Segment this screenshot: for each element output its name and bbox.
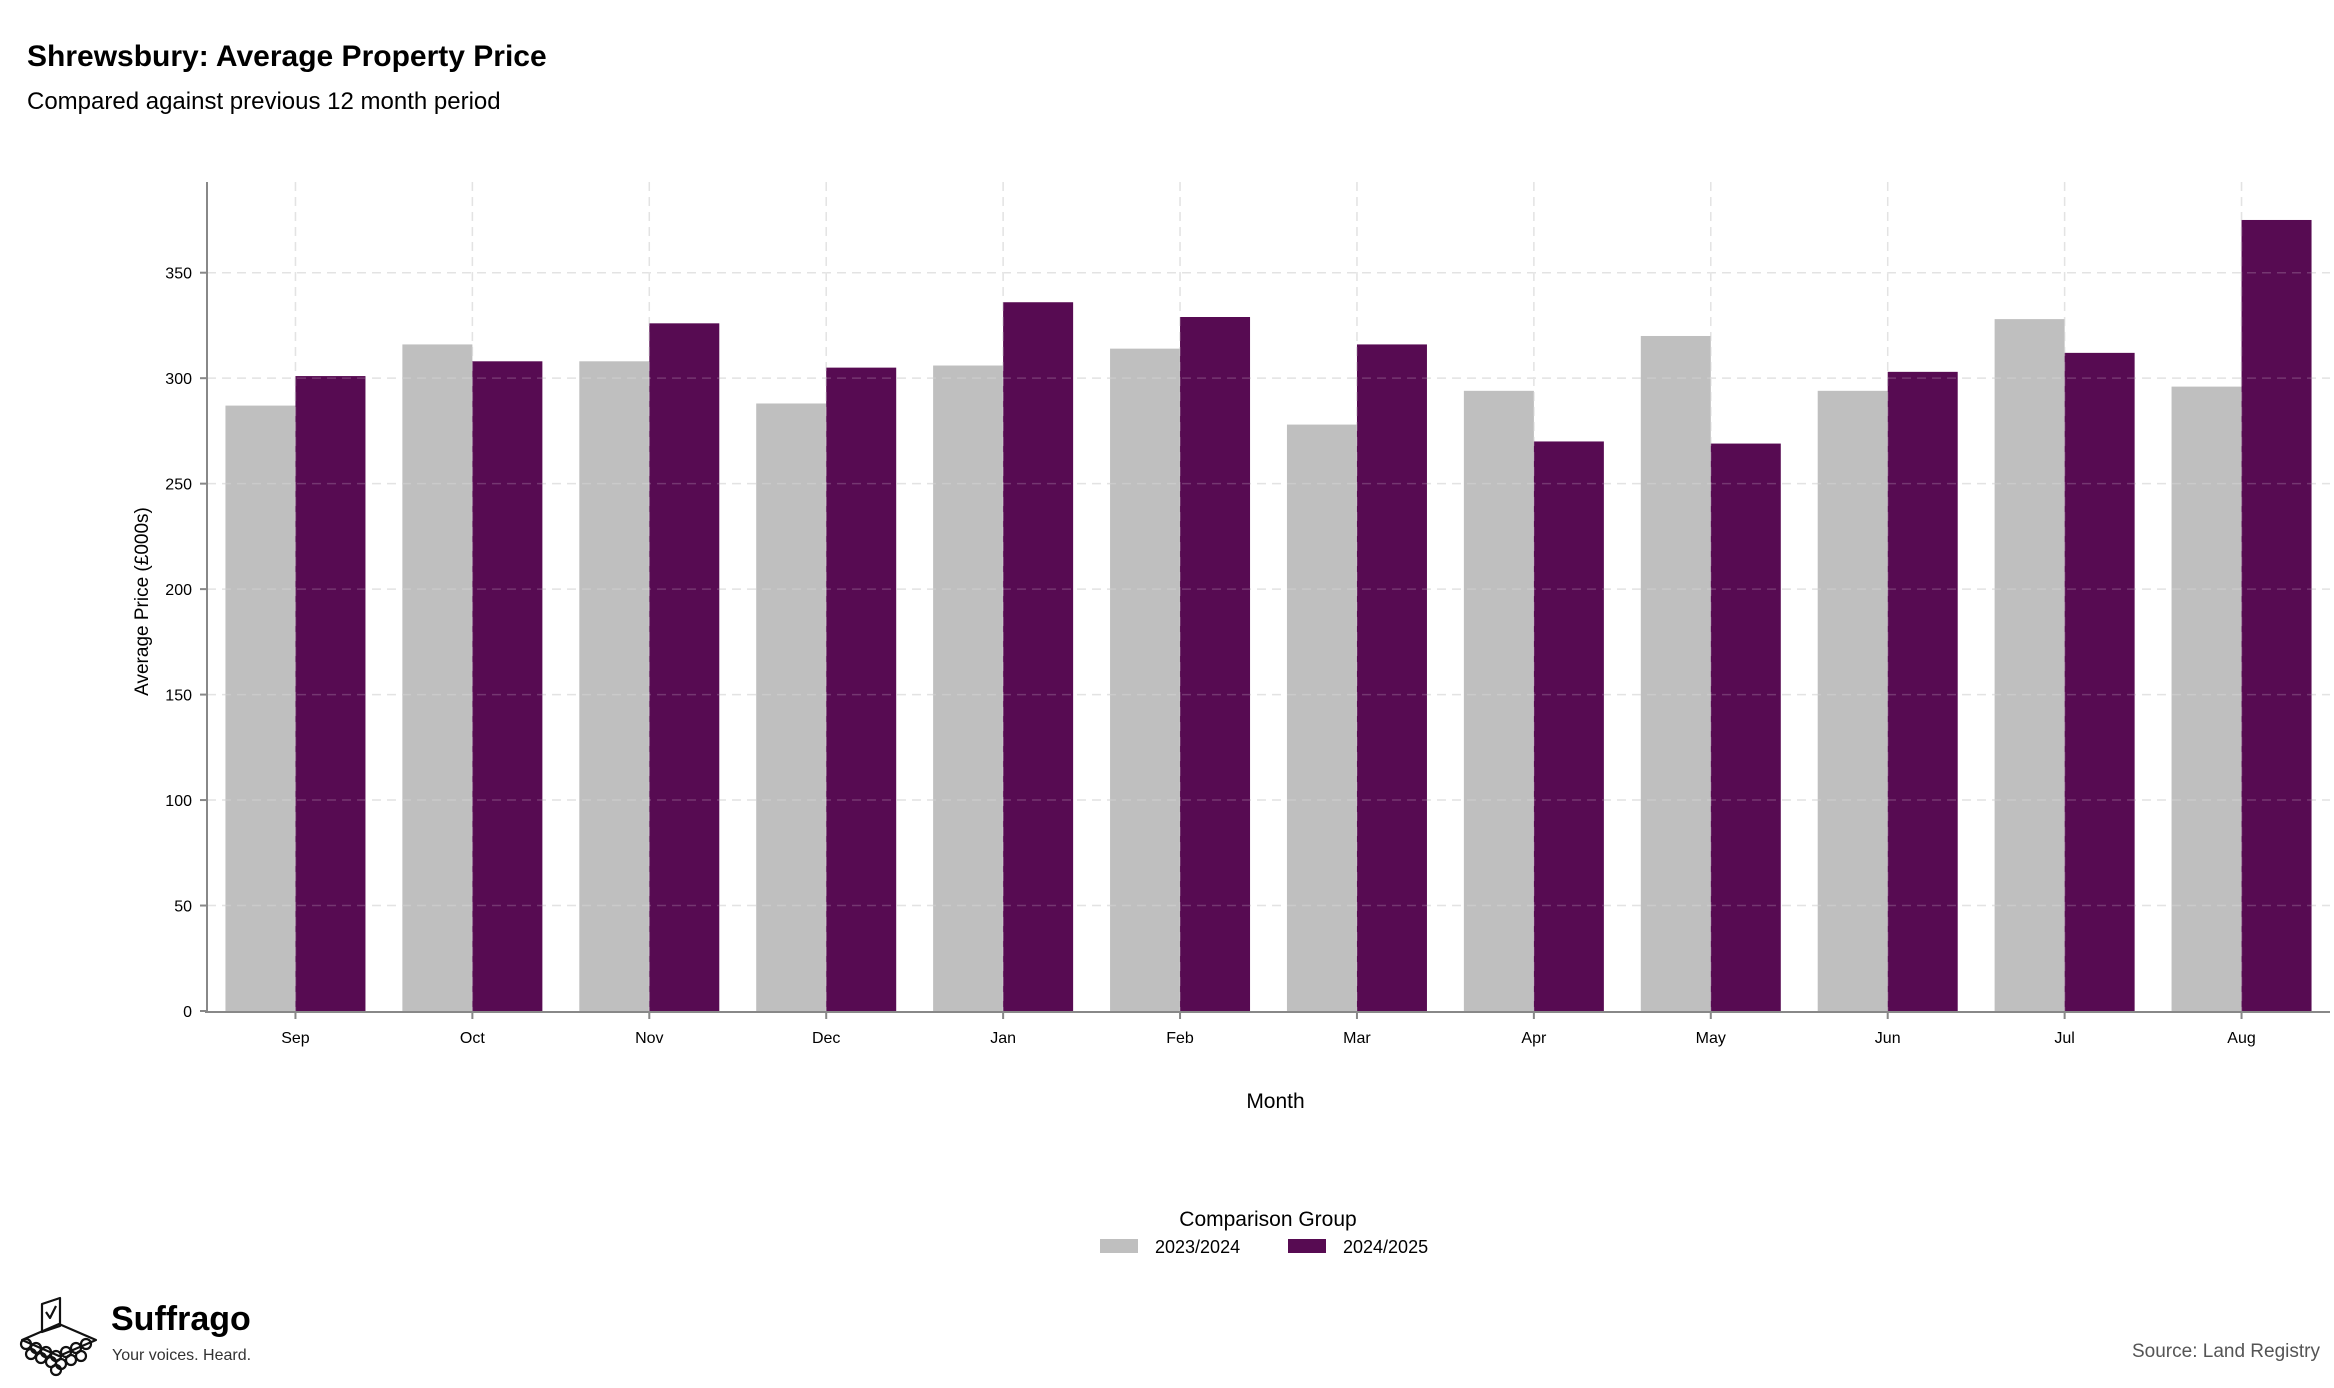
bar-2024-2025-aug (2241, 219, 2312, 1011)
x-tick-label: Dec (812, 1030, 840, 1047)
bar-2024-2025-apr (1533, 441, 1604, 1011)
x-tick-label: Apr (1521, 1030, 1547, 1047)
x-tick-label: Jan (990, 1030, 1016, 1047)
bar-2024-2025-nov (649, 323, 720, 1011)
brand-tagline: Your voices. Heard. (112, 1347, 252, 1364)
bar-2023-2024-oct (402, 344, 473, 1011)
bar-2024-2025-feb (1180, 317, 1251, 1011)
bar-2023-2024-sep (225, 405, 296, 1011)
bar-2023-2024-aug (2171, 386, 2242, 1011)
x-tick-label: Aug (2227, 1030, 2255, 1047)
bar-2024-2025-oct (472, 361, 543, 1011)
brand-block: Suffrago Your voices. Heard. (14, 1290, 274, 1380)
y-tick-label: 100 (165, 793, 192, 810)
y-tick-label: 350 (165, 266, 192, 283)
ballot-box-icon (19, 1296, 98, 1377)
bar-2023-2024-nov (579, 361, 650, 1011)
y-axis-title: Average Price (£000s) (132, 507, 153, 696)
x-tick-label: Sep (281, 1030, 310, 1047)
chart-subtitle: Compared against previous 12 month perio… (27, 88, 501, 115)
bar-2024-2025-sep (295, 376, 366, 1011)
source-note: Source: Land Registry (2132, 1341, 2320, 1362)
y-tick-label: 300 (165, 371, 192, 388)
bar-2024-2025-jul (2064, 352, 2135, 1011)
bar-2023-2024-feb (1110, 348, 1181, 1011)
x-tick-label: Jun (1875, 1030, 1901, 1047)
bar-2023-2024-jun (1817, 390, 1888, 1012)
bar-2024-2025-jun (1887, 371, 1958, 1012)
x-axis-title: Month (1246, 1090, 1304, 1113)
x-tick-label: May (1696, 1030, 1726, 1047)
x-tick-label: Mar (1343, 1030, 1371, 1047)
bar-2024-2025-mar (1356, 344, 1427, 1011)
legend-swatch (1288, 1239, 1326, 1253)
brand-name: Suffrago (111, 1300, 251, 1338)
bar-2024-2025-dec (826, 367, 897, 1011)
x-tick-label: Oct (460, 1030, 485, 1047)
x-tick-label: Nov (635, 1030, 663, 1047)
bar-2023-2024-apr (1463, 390, 1534, 1012)
y-tick-label: 50 (174, 899, 192, 916)
legend-label: 2023/2024 (1155, 1237, 1240, 1257)
chart-title: Shrewsbury: Average Property Price (27, 40, 547, 73)
bar-2023-2024-jan (933, 365, 1004, 1012)
x-tick-label: Jul (2054, 1030, 2074, 1047)
legend-label: 2024/2025 (1343, 1237, 1428, 1257)
y-tick-label: 150 (165, 688, 192, 705)
bar-2023-2024-dec (756, 403, 827, 1012)
bar-2023-2024-mar (1286, 424, 1357, 1011)
x-tick-label: Feb (1166, 1030, 1194, 1047)
y-tick-label: 200 (165, 582, 192, 599)
bar-2023-2024-may (1640, 335, 1711, 1011)
bar-2024-2025-jan (1003, 302, 1074, 1011)
legend-swatch (1100, 1239, 1138, 1253)
y-tick-label: 250 (165, 477, 192, 494)
y-tick-label: 0 (183, 1004, 192, 1021)
bar-2023-2024-jul (1994, 319, 2065, 1012)
bar-chart: 0 50 100 150 200 250 300 350 Sep Oct Nov Dec Jan Feb M… (132, 182, 2330, 1257)
bar-2024-2025-may (1710, 443, 1781, 1011)
legend-title: Comparison Group (1179, 1208, 1356, 1231)
